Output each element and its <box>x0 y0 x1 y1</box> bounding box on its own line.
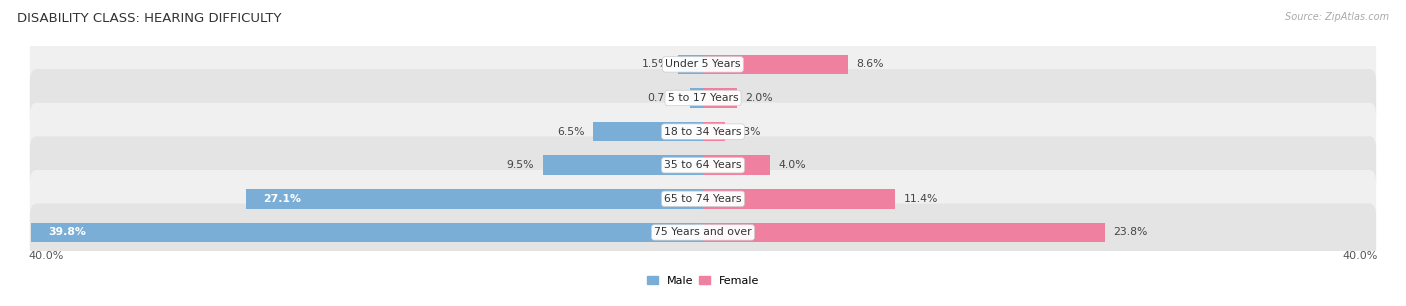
Text: 39.8%: 39.8% <box>48 227 86 237</box>
Bar <box>678 55 703 74</box>
FancyBboxPatch shape <box>30 136 1376 194</box>
Text: 9.5%: 9.5% <box>506 160 534 170</box>
FancyBboxPatch shape <box>30 170 1376 228</box>
Text: DISABILITY CLASS: HEARING DIFFICULTY: DISABILITY CLASS: HEARING DIFFICULTY <box>17 12 281 25</box>
Bar <box>703 55 848 74</box>
Bar <box>593 122 703 141</box>
Bar <box>31 223 703 242</box>
Text: 4.0%: 4.0% <box>779 160 807 170</box>
Text: 75 Years and over: 75 Years and over <box>654 227 752 237</box>
Text: 18 to 34 Years: 18 to 34 Years <box>664 127 742 136</box>
Text: 35 to 64 Years: 35 to 64 Years <box>664 160 742 170</box>
Bar <box>690 88 703 108</box>
Text: 11.4%: 11.4% <box>904 194 938 204</box>
FancyBboxPatch shape <box>30 69 1376 127</box>
Text: 40.0%: 40.0% <box>1343 251 1378 261</box>
Text: 1.5%: 1.5% <box>641 59 669 69</box>
Bar <box>543 155 703 175</box>
FancyBboxPatch shape <box>30 203 1376 261</box>
Text: 2.0%: 2.0% <box>745 93 773 103</box>
Text: 6.5%: 6.5% <box>557 127 585 136</box>
Text: 5 to 17 Years: 5 to 17 Years <box>668 93 738 103</box>
Bar <box>703 122 725 141</box>
FancyBboxPatch shape <box>30 103 1376 161</box>
Text: 40.0%: 40.0% <box>28 251 63 261</box>
Bar <box>703 223 1105 242</box>
Text: 1.3%: 1.3% <box>734 127 761 136</box>
Bar <box>246 189 703 209</box>
Bar <box>703 88 737 108</box>
Text: 65 to 74 Years: 65 to 74 Years <box>664 194 742 204</box>
Bar <box>703 155 770 175</box>
Text: Source: ZipAtlas.com: Source: ZipAtlas.com <box>1285 12 1389 22</box>
Text: 8.6%: 8.6% <box>856 59 884 69</box>
Text: 23.8%: 23.8% <box>1114 227 1147 237</box>
Text: Under 5 Years: Under 5 Years <box>665 59 741 69</box>
Text: 0.75%: 0.75% <box>647 93 682 103</box>
Legend: Male, Female: Male, Female <box>643 271 763 290</box>
FancyBboxPatch shape <box>30 35 1376 93</box>
Text: 27.1%: 27.1% <box>263 194 301 204</box>
Bar <box>703 189 896 209</box>
